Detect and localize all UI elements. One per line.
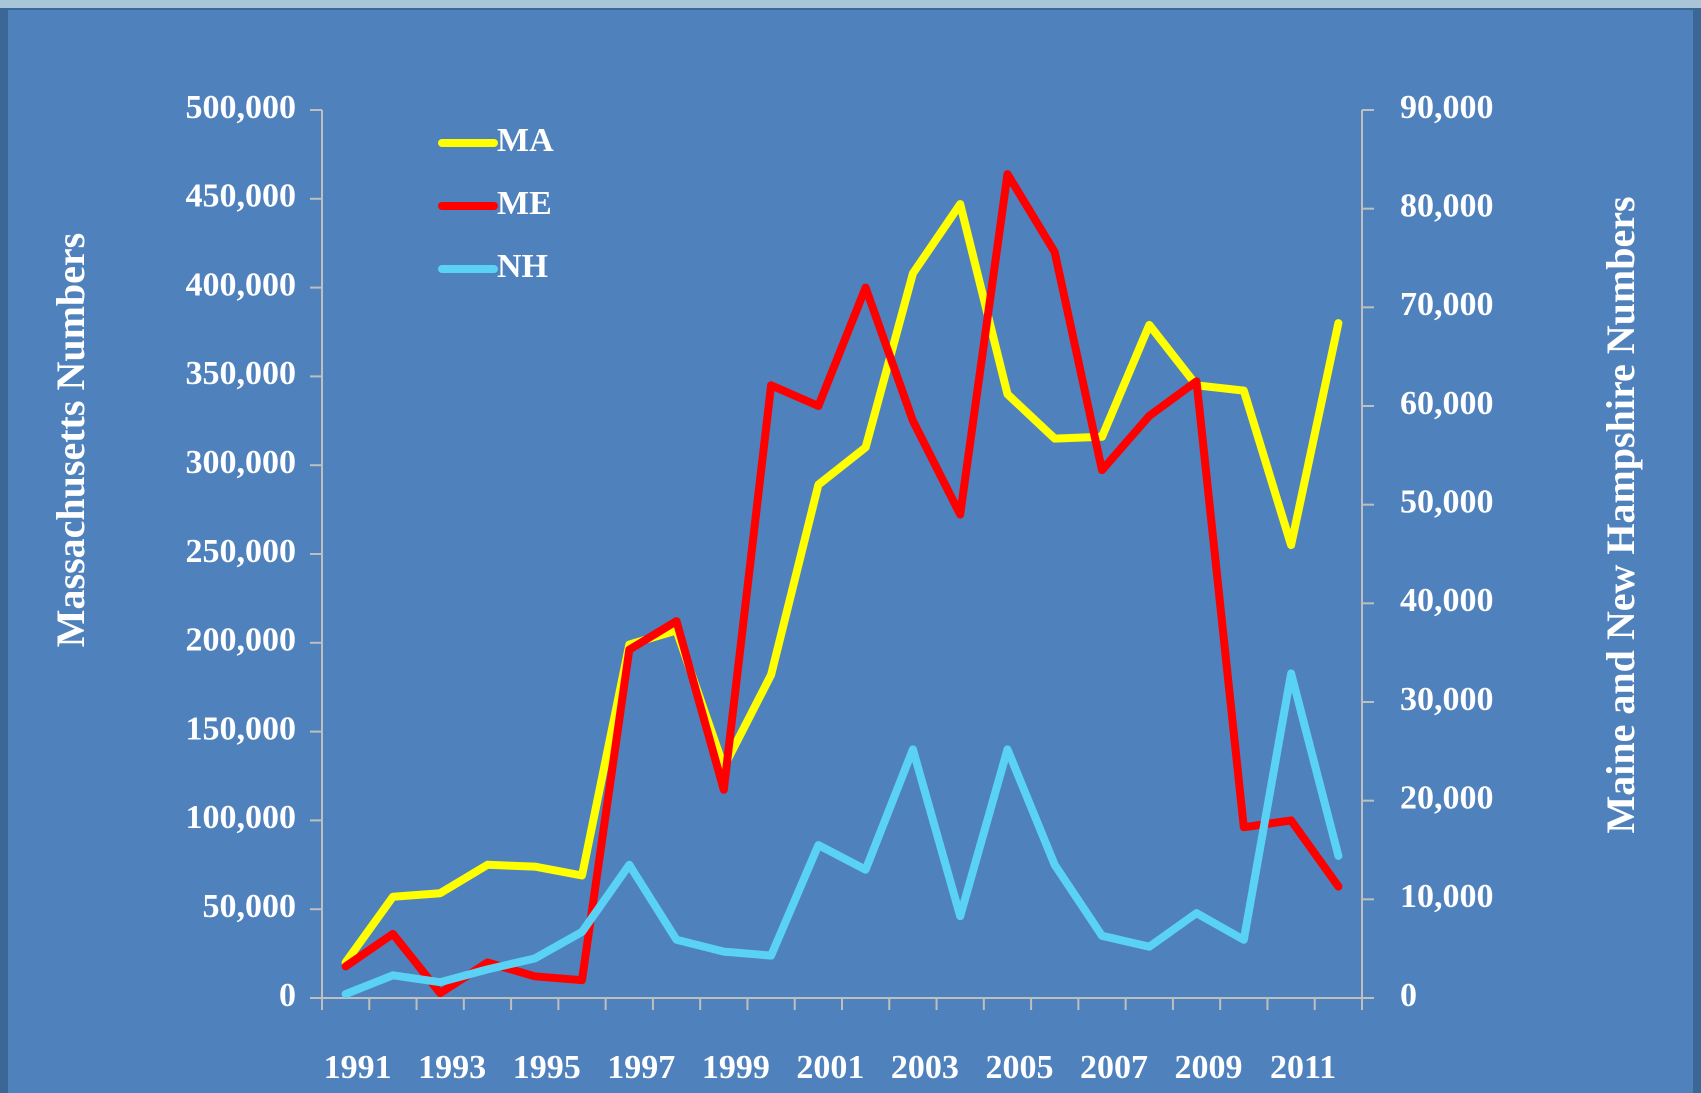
- y2-tick-label: 20,000: [1400, 779, 1494, 816]
- top-strip: [0, 0, 1701, 8]
- y2-tick-label: 90,000: [1400, 89, 1494, 126]
- y2-tick-label: 30,000: [1400, 681, 1494, 718]
- y-tick-label: 50,000: [203, 888, 297, 925]
- background: [8, 10, 1693, 1093]
- y2-tick-label: 60,000: [1400, 385, 1494, 422]
- x-tick-label: 2011: [1270, 1049, 1336, 1086]
- y-tick-label: 150,000: [186, 710, 297, 747]
- x-tick-label: 1991: [324, 1049, 392, 1086]
- x-tick-label: 1993: [418, 1049, 486, 1086]
- legend-label: ME: [497, 185, 552, 222]
- x-tick-label: 1999: [702, 1049, 770, 1086]
- series-line: [341, 170, 1343, 998]
- y-tick-label: 0: [279, 977, 296, 1014]
- y-axis-title: Massachusetts Numbers: [48, 233, 93, 647]
- x-tick-label: 1995: [513, 1049, 581, 1086]
- x-tick-label: 2001: [796, 1049, 864, 1086]
- y2-tick-label: 80,000: [1400, 187, 1494, 224]
- y-tick-label: 300,000: [186, 444, 297, 481]
- legend-label: MA: [497, 122, 554, 159]
- y-tick-label: 400,000: [186, 266, 297, 303]
- y-tick-label: 350,000: [186, 355, 297, 392]
- y2-tick-label: 70,000: [1400, 286, 1494, 323]
- y2-tick-label: 40,000: [1400, 582, 1494, 619]
- y-tick-label: 200,000: [186, 622, 297, 659]
- x-tick-label: 2003: [891, 1049, 959, 1086]
- y-tick-label: 500,000: [186, 89, 297, 126]
- y2-tick-label: 0: [1400, 977, 1417, 1014]
- x-tick-label: 2007: [1080, 1049, 1148, 1086]
- x-tick-label: 1997: [607, 1049, 675, 1086]
- y-tick-label: 100,000: [186, 799, 297, 836]
- y2-axis-title: Maine and New Hampshire Numbers: [1598, 196, 1643, 833]
- y-tick-label: 250,000: [186, 533, 297, 570]
- x-tick-label: 2005: [985, 1049, 1053, 1086]
- series-line: [341, 669, 1343, 999]
- y2-tick-label: 50,000: [1400, 483, 1494, 520]
- legend-label: NH: [497, 248, 548, 285]
- y2-tick-label: 10,000: [1400, 878, 1494, 915]
- series-line: [341, 200, 1343, 967]
- x-tick-label: 2009: [1175, 1049, 1243, 1086]
- y-tick-label: 450,000: [186, 178, 297, 215]
